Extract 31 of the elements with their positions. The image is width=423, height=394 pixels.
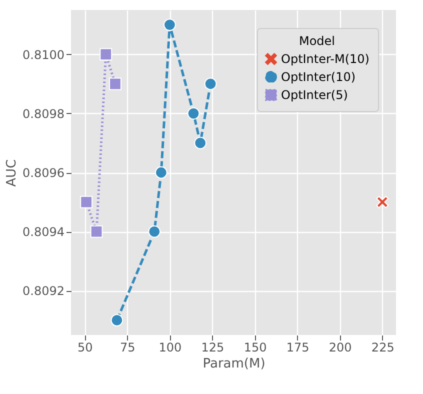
point [194, 136, 207, 150]
point [204, 78, 217, 90]
x-tick-label: 75 [120, 340, 136, 354]
point [80, 196, 93, 208]
x-axis-title: Param(M) [202, 356, 266, 372]
y-tick-label: 0.8100 [22, 48, 64, 62]
x-tick-label: 125 [201, 340, 224, 354]
point [154, 166, 168, 179]
legend-label: OptInter-M(10) [281, 52, 370, 66]
point [110, 314, 124, 326]
x-tick-label: 225 [371, 340, 394, 354]
x-tick-label: 200 [328, 340, 352, 354]
y-tick-label: 0.8094 [22, 225, 64, 240]
y-tick-label: 0.8096 [22, 166, 64, 180]
y-axis-title: AUC [4, 159, 20, 187]
legend-title: Model [298, 34, 336, 48]
legend-label: OptInter(5) [281, 88, 348, 102]
point [376, 196, 389, 208]
point [100, 48, 112, 61]
legend-label: OptInter(10) [281, 70, 356, 84]
point [109, 78, 122, 90]
y-tick-label: 0.8092 [22, 284, 64, 298]
point [163, 18, 176, 31]
x-tick-label: 150 [244, 340, 267, 354]
x-tick-label: 50 [77, 340, 93, 354]
point [148, 225, 161, 238]
point [90, 225, 103, 238]
x-tick-label: 175 [286, 340, 310, 354]
y-tick-label: 0.8098 [22, 106, 64, 121]
x-tick-label: 100 [158, 340, 182, 354]
point [187, 107, 200, 120]
